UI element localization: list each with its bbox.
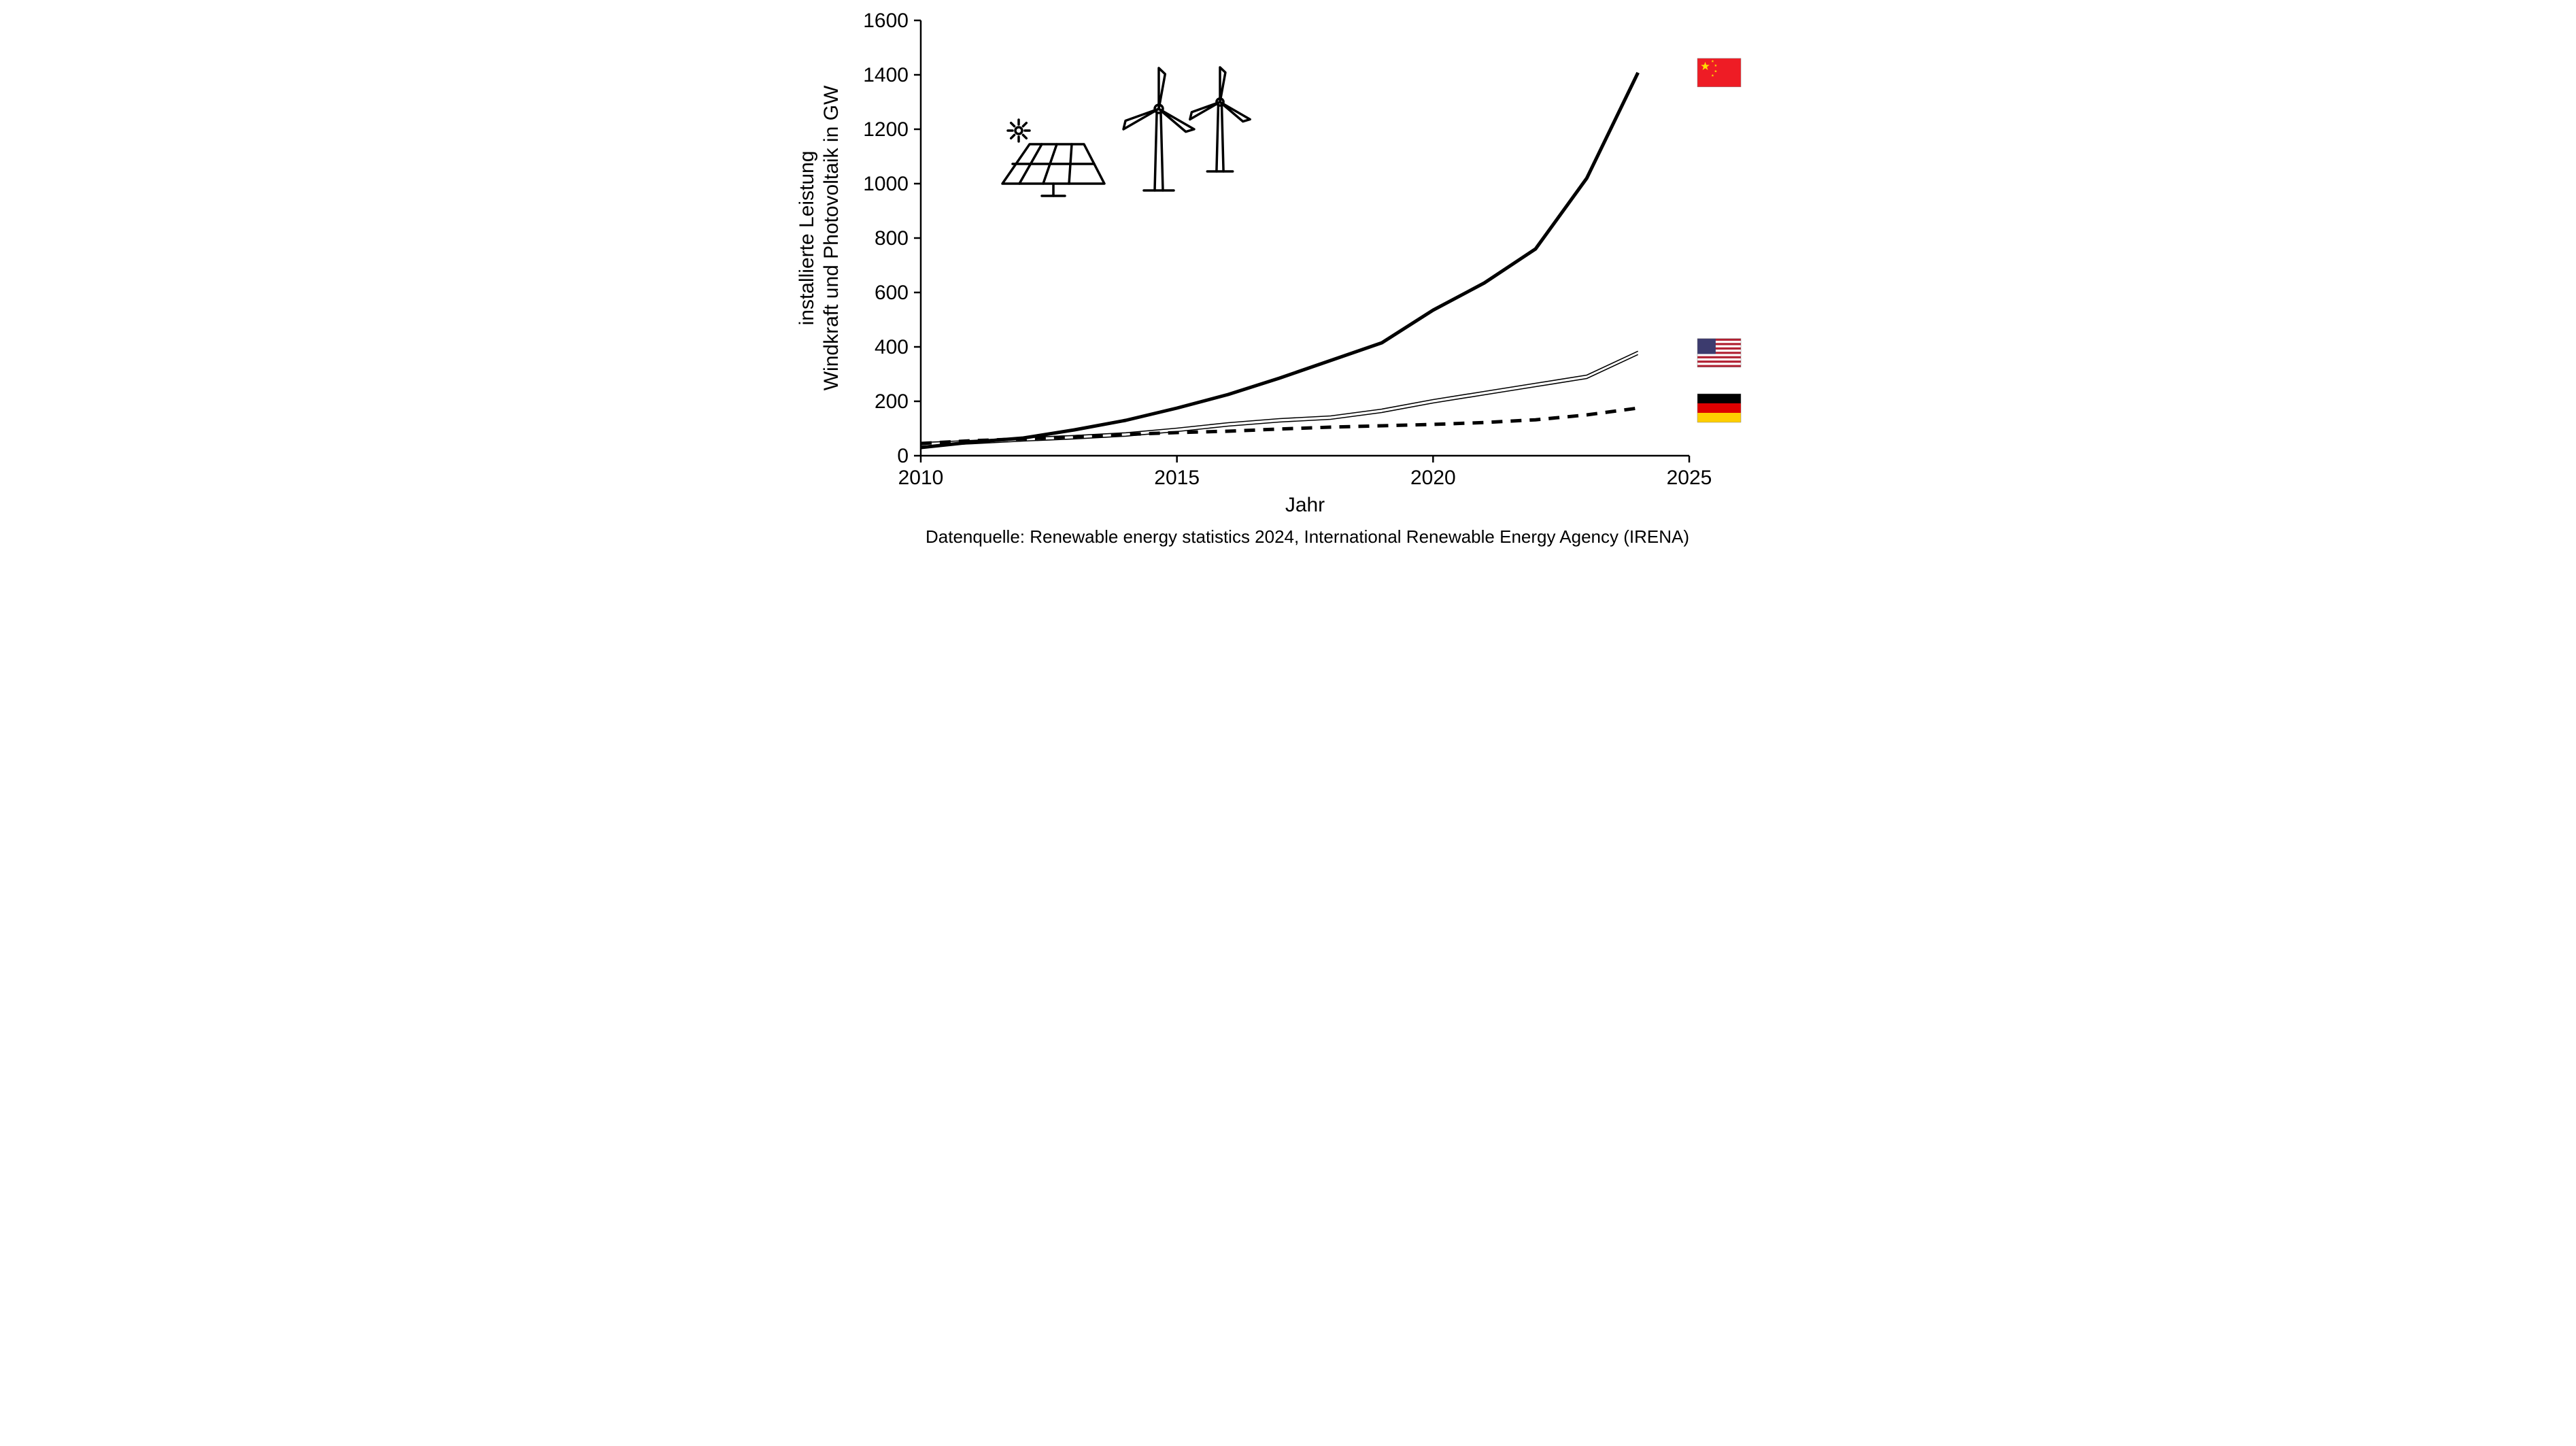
y-tick-label: 1400 [863,64,909,86]
source-citation: Datenquelle: Renewable energy statistics… [926,526,1689,547]
y-tick-label: 800 [875,227,909,250]
flag-germany-icon [1697,394,1741,422]
y-tick-label: 1200 [863,118,909,141]
x-tick-label: 2015 [1154,467,1200,489]
x-axis-label: Jahr [1285,494,1325,516]
flag-usa-icon [1697,339,1741,367]
y-tick-label: 0 [897,445,909,467]
x-tick-label: 2020 [1410,467,1456,489]
y-tick-label: 200 [875,390,909,413]
y-tick-label: 1000 [863,173,909,195]
x-tick-label: 2025 [1667,467,1712,489]
svg-text:Windkraft und Photovoltaik in: Windkraft und Photovoltaik in GW [820,85,843,390]
x-tick-label: 2010 [898,467,944,489]
renewables-line-chart: 0 200 400 600 800 1000 1200 1400 1600 2010 2015 202… [778,0,1798,571]
flag-china-icon [1697,58,1741,87]
svg-text:installierte Leistung: installierte Leistung [796,151,818,326]
y-tick-label: 400 [875,336,909,358]
y-tick-label: 600 [875,282,909,304]
y-tick-label: 1600 [863,10,909,32]
